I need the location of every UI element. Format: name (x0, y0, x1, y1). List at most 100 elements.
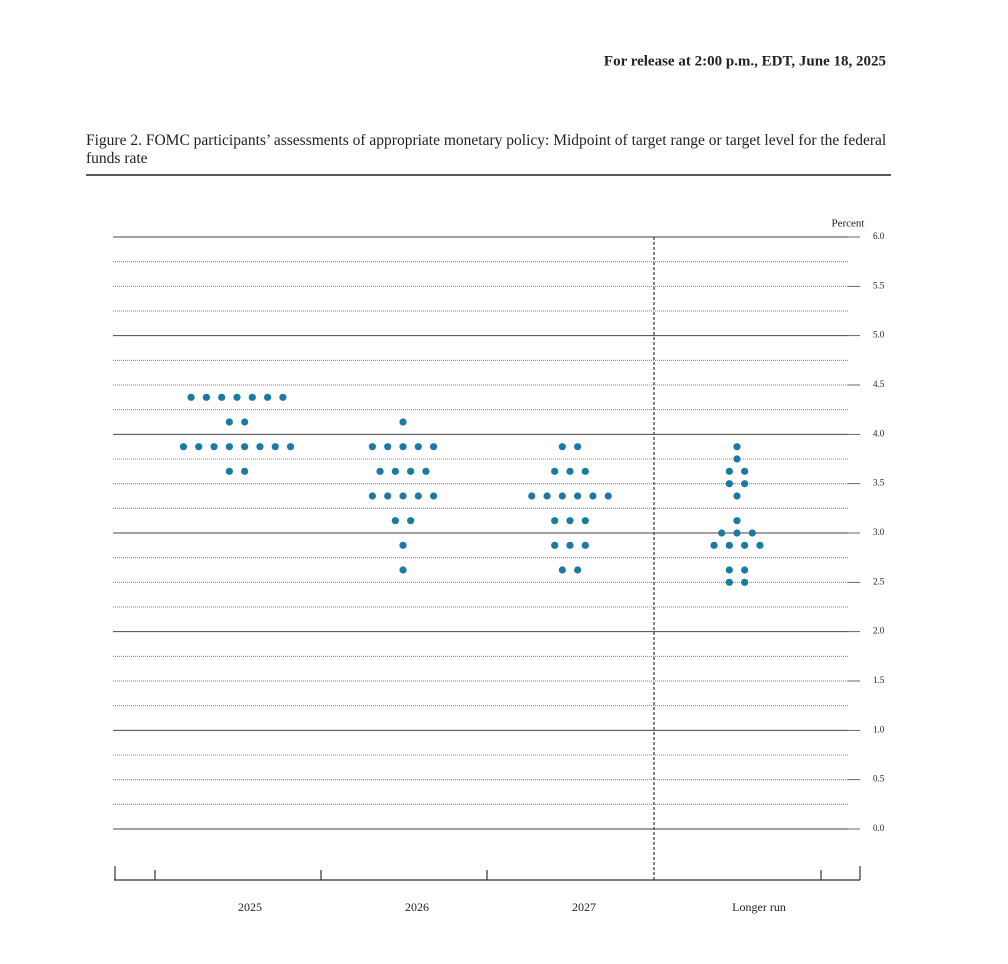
y-tick-label: 2.0 (873, 626, 885, 636)
dot (543, 492, 551, 500)
dot (558, 566, 566, 574)
dot (718, 529, 726, 537)
chart-title: Figure 2. FOMC participants’ assessments… (86, 132, 886, 167)
dot (741, 480, 749, 488)
title-line: funds rate (86, 150, 148, 167)
dot (581, 541, 589, 549)
dot (286, 443, 295, 451)
dot (407, 517, 415, 525)
dot (225, 418, 233, 426)
dot (574, 492, 582, 500)
dot (581, 467, 589, 475)
dot (566, 541, 574, 549)
dot (399, 418, 407, 426)
dot (407, 467, 415, 475)
dot (179, 443, 188, 451)
dot (368, 492, 376, 500)
dot (391, 517, 399, 525)
title-line: Figure 2. FOMC participants’ assessments… (86, 132, 886, 149)
dot (558, 443, 566, 451)
dot (422, 467, 430, 475)
dot (399, 566, 407, 574)
dot (741, 566, 749, 574)
dot (399, 541, 407, 549)
dot (733, 492, 741, 500)
dot (558, 492, 566, 500)
dot (187, 393, 195, 401)
y-tick-label: 3.5 (873, 478, 885, 488)
dot (574, 443, 582, 451)
dot (279, 393, 287, 401)
dot (756, 541, 764, 549)
dot (566, 517, 574, 525)
dot (241, 443, 249, 451)
dot (741, 578, 749, 586)
y-tick-label: 5.0 (873, 330, 885, 340)
dot (748, 529, 756, 537)
y-tick-label: 6.0 (873, 231, 885, 241)
y-tick-label: 0.5 (873, 774, 885, 784)
dot (604, 492, 612, 500)
dot (225, 467, 233, 475)
dot (271, 443, 279, 451)
dot (725, 467, 733, 475)
dot (264, 393, 272, 401)
y-tick-label: 2.5 (873, 576, 885, 586)
dot (581, 517, 589, 525)
dot (384, 443, 392, 451)
y-tick-label: 0.0 (873, 823, 885, 833)
dot (241, 467, 249, 475)
dot (741, 467, 749, 475)
dot (368, 443, 376, 451)
dot (710, 541, 718, 549)
dot (391, 467, 399, 475)
dot (733, 529, 741, 537)
dot (256, 443, 264, 451)
dot (414, 443, 422, 451)
dot (589, 492, 597, 500)
dot (248, 393, 256, 401)
title-text: Figure 2. FOMC participants’ assessments… (86, 132, 886, 167)
dot (725, 566, 733, 574)
dot (733, 517, 741, 525)
dot (551, 517, 559, 525)
dot (376, 467, 384, 475)
y-tick-label: 3.0 (873, 527, 885, 537)
y-tick-label: 4.0 (873, 428, 885, 438)
dot (218, 393, 226, 401)
dot (430, 443, 438, 451)
y-tick-label: 1.5 (873, 675, 885, 685)
dot (399, 492, 407, 500)
dot (725, 480, 733, 488)
y-tick-label: 5.5 (873, 280, 885, 290)
dot (384, 492, 392, 500)
dot (528, 492, 536, 500)
y-axis-label: Percent (832, 218, 865, 230)
dot (551, 541, 559, 549)
dot (551, 467, 559, 475)
dot (241, 418, 249, 426)
y-tick-label: 1.0 (873, 724, 885, 734)
dot (233, 393, 241, 401)
release-note: For release at 2:00 p.m., EDT, June 18, … (604, 53, 886, 69)
dot (399, 443, 407, 451)
dot (741, 541, 749, 549)
dot (733, 455, 741, 463)
dot (225, 443, 233, 451)
dot (574, 566, 582, 574)
dot (733, 443, 741, 451)
y-tick-label: 4.5 (873, 379, 885, 389)
dot (725, 541, 733, 549)
x-tick-label: Longer run (732, 900, 786, 914)
dot (195, 443, 203, 451)
x-tick-label: 2027 (572, 900, 596, 914)
dot (725, 578, 733, 586)
dot (210, 443, 218, 451)
dot (430, 492, 438, 500)
x-tick-label: 2025 (238, 900, 262, 914)
dot (566, 467, 574, 475)
x-axis (114, 866, 861, 881)
dot (414, 492, 422, 500)
